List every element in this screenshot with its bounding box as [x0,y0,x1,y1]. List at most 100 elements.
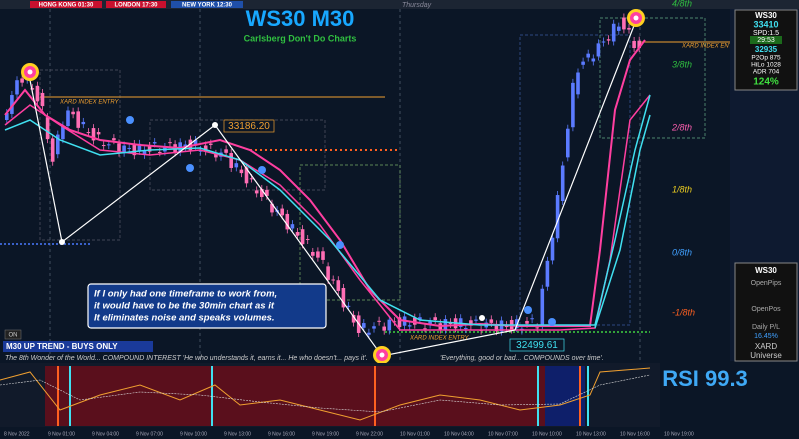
candle-body [367,332,371,335]
candle-body [550,237,555,261]
day-label: Thursday [402,2,432,9]
info-adr: ADR 704 [753,69,780,76]
note-line: If I only had one timeframe to work from… [94,289,277,300]
ticker: 'Everything, good or bad... COMPOUNDS ov… [440,355,604,362]
candle-body [86,132,91,134]
candle-body [576,72,580,95]
candle-body [418,317,422,320]
band [594,114,651,329]
candle-body [596,43,601,57]
entry-label: XARD INDEX ENTRY [681,44,741,50]
brand: Universe [750,351,782,360]
candle-body [193,140,198,146]
levels: 4/8th 3/8th 2/8th 1/8th 0/8th -1/8th [671,0,695,317]
entry-label: XARD INDEX ENTRY [409,336,469,342]
candle-body [540,288,545,326]
time-label: 10 Nov 07:00 [488,431,518,437]
toggle-label[interactable]: ON [9,333,18,339]
candle-body [464,328,468,330]
pivots [21,9,645,364]
candle-body [229,153,233,168]
oscillator-zone [545,366,585,426]
info-open: 32935 [755,45,778,54]
candle-body [76,111,80,128]
candle-body [555,195,560,239]
time-label: 9 Nov 16:00 [268,431,295,437]
candle-body [56,134,60,155]
candle-body [632,40,636,49]
time-label: 9 Nov 04:00 [92,431,119,437]
candle-body [234,163,239,168]
candle-body [525,320,529,324]
candle-body [489,319,494,323]
candle-body [50,138,55,162]
time-label: 9 Nov 19:00 [312,431,339,437]
candle-body [209,143,213,145]
moving-average [4,39,646,328]
candle-body [622,17,626,30]
signals [57,366,589,426]
candle-body [627,27,631,30]
candle-body [474,319,478,321]
candle-body [535,327,539,329]
candle-body [270,203,274,213]
candle-body [203,145,208,152]
price-box [223,119,275,133]
candle-body [316,251,320,258]
time-axis [0,428,799,439]
candle-body [458,318,463,327]
session: LONDON 17:30 [114,3,158,9]
candle-body [571,82,575,128]
candle-body [117,143,121,153]
candle-body [407,325,412,327]
time-labels: 8 Nov 2022 9 Nov 01:00 9 Nov 04:00 9 Nov 07… [4,431,694,437]
session: HONG KONG 01:30 [39,3,94,9]
info-hilo: HiLo 1028 [751,62,781,69]
account-value: 16.45% [754,333,778,340]
candle-body [147,146,152,152]
candle-body [397,317,402,328]
account-label: Daily P/L [752,324,780,331]
session-box [171,1,243,8]
toggle[interactable] [4,329,22,340]
candle-body [331,279,335,281]
note-line: It eliminates noise and speaks volumes. [94,313,275,324]
candle-body [239,169,244,174]
candle-body [254,190,259,194]
candle-body [290,224,295,229]
candle-body [214,153,218,158]
candle-body [494,324,499,332]
timer-box [750,36,782,44]
level-label: 0/8th [672,247,692,257]
level-label: 3/8th [672,59,692,69]
trend-box [3,341,153,352]
candle-body [601,41,606,43]
candle-body [158,152,162,154]
info-price: 33410 [753,19,778,29]
time-label: 10 Nov 01:00 [400,431,430,437]
candle-body [545,260,550,287]
info-panel [734,9,798,91]
candle-body [560,165,565,201]
oscillator-signal [0,374,651,413]
info-symbol: WS30 [755,11,777,20]
candle-body [443,319,448,330]
candle-body [224,149,228,153]
time-label: 10 Nov 19:00 [664,431,694,437]
ticker: The 8th Wonder of the World... COMPOUND … [5,355,368,362]
level-label: 1/8th [672,184,692,194]
price-label: 33186.20 [228,121,270,132]
brand: XARD [755,342,777,351]
oscillator-zone [45,366,545,426]
candle-body [66,110,70,126]
candle-body [377,320,381,322]
candle-body [81,121,86,125]
candle-body [305,239,310,241]
candle-body [101,145,106,147]
time-label: 9 Nov 07:00 [136,431,163,437]
candle-body [244,167,249,184]
price-label: 32499.61 [516,340,558,351]
oscillator-line [0,367,651,421]
candle-body [285,213,290,230]
